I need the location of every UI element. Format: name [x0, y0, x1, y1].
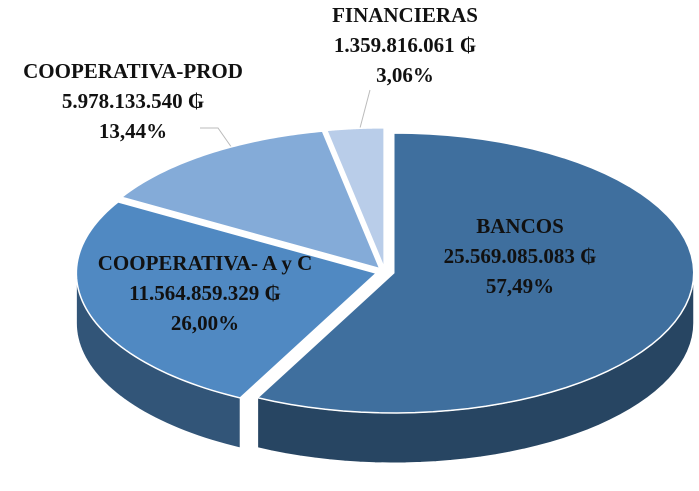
slice-amount: 11.564.859.329 ₲	[129, 281, 281, 305]
leader-line	[359, 89, 371, 129]
slice-percent: 26,00%	[171, 311, 239, 335]
leader-line	[200, 127, 233, 149]
slice	[325, 127, 385, 269]
slice	[256, 132, 695, 414]
slice-label: BANCOS	[476, 214, 564, 238]
slice-percent: 13,44%	[99, 119, 167, 143]
slice-label: COOPERATIVA-PROD	[23, 59, 243, 83]
slice	[119, 130, 382, 270]
slice-label: FINANCIERAS	[332, 3, 478, 27]
slice-amount: 25.569.085.083 ₲	[444, 244, 597, 268]
slice-label: COOPERATIVA- A y C	[98, 251, 313, 275]
slice	[75, 201, 378, 399]
slice-percent: 57,49%	[486, 274, 554, 298]
slice-amount: 1.359.816.061 ₲	[334, 33, 476, 57]
slice-amount: 5.978.133.540 ₲	[62, 89, 204, 113]
slice-percent: 3,06%	[376, 63, 434, 87]
